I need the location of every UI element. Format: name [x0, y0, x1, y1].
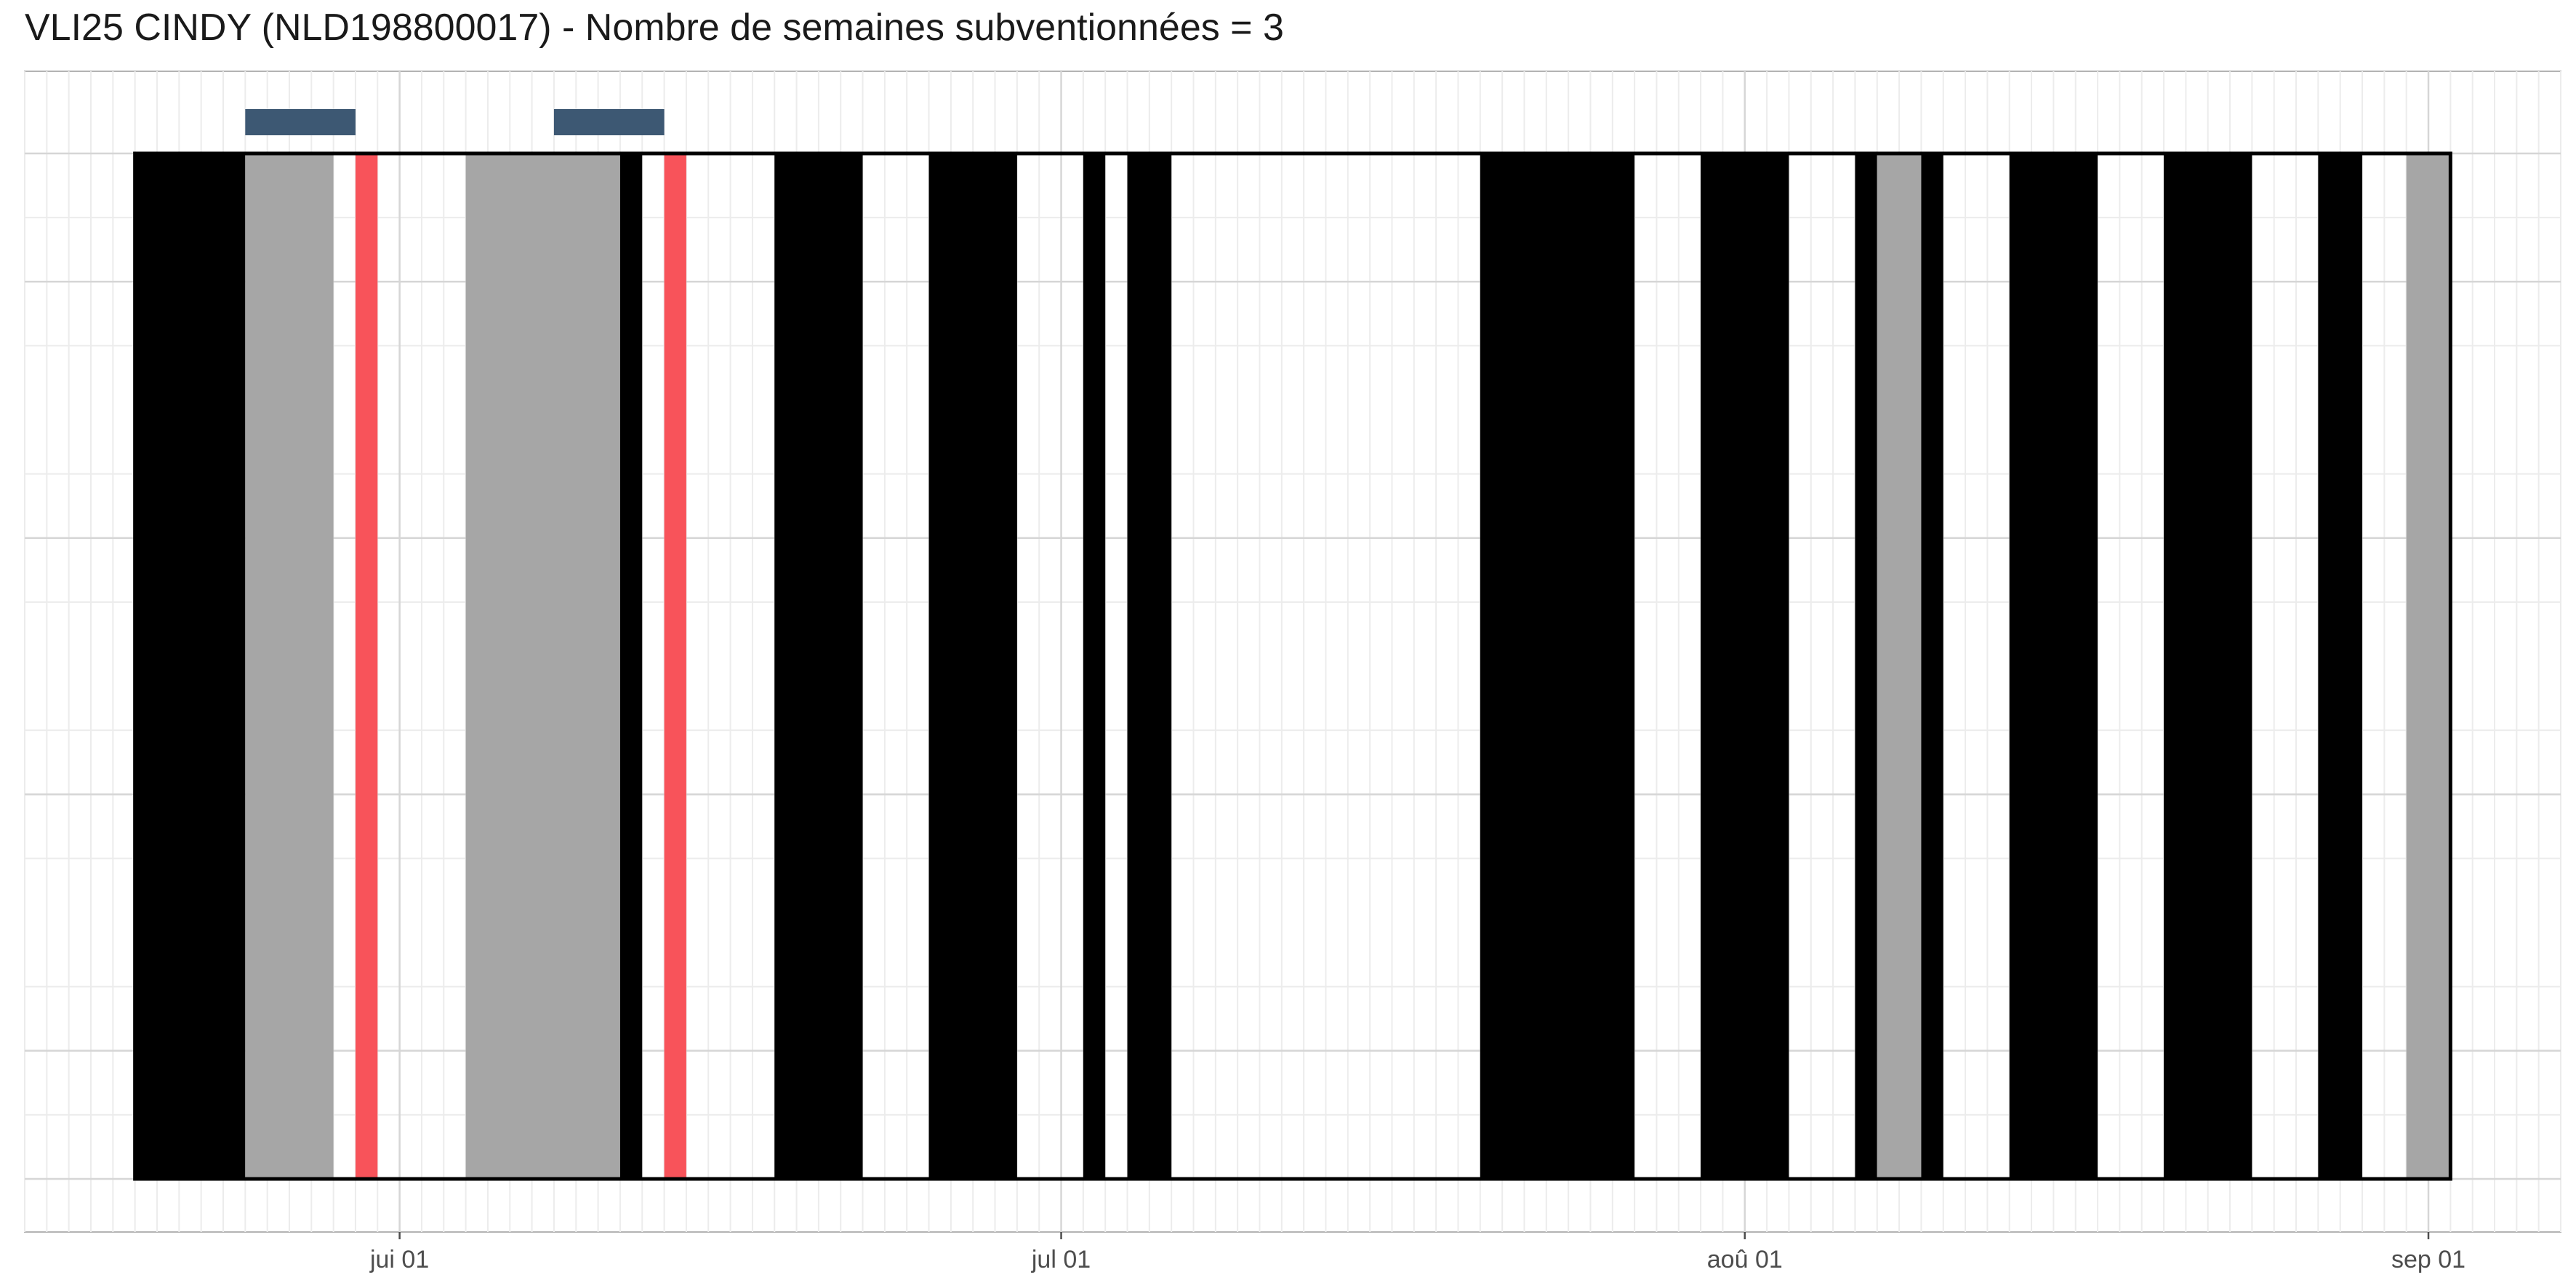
segment-grey [2406, 153, 2451, 1179]
segment-black [1480, 153, 1635, 1179]
segment-black [135, 153, 246, 1179]
segment-black [2009, 153, 2098, 1179]
segment-black [1083, 153, 1106, 1179]
segment-black [2164, 153, 2252, 1179]
segments-layer [135, 153, 2451, 1179]
segment-black [2318, 153, 2363, 1179]
segment-black [774, 153, 863, 1179]
segment-grey [1877, 153, 1922, 1179]
segment-red [355, 153, 378, 1179]
x-tick-label: aoû 01 [1707, 1246, 1783, 1273]
segment-black [1855, 153, 1877, 1179]
chart-title: VLI25 CINDY (NLD198800017) - Nombre de s… [25, 7, 1284, 49]
segment-red [664, 153, 686, 1179]
segment-grey [245, 153, 334, 1179]
segment-black [1921, 153, 1943, 1179]
x-tick-label: jul 01 [1031, 1246, 1091, 1273]
x-tick-label: jui 01 [369, 1246, 429, 1273]
subsidy-week-marker [553, 109, 665, 135]
plot-panel [24, 71, 2561, 1233]
x-axis-ticks: jui 01 jul 01 aoû 01 sep 01 [369, 1232, 2465, 1273]
markers-layer [245, 109, 665, 135]
subsidy-week-marker [245, 109, 356, 135]
period-outline [133, 151, 2452, 1181]
segment-black [1701, 153, 1789, 1179]
segment-black [619, 153, 643, 1179]
segment-black [1127, 153, 1172, 1179]
segment-black [928, 153, 1017, 1179]
segment-grey [465, 153, 620, 1179]
x-tick-label: sep 01 [2391, 1246, 2465, 1273]
